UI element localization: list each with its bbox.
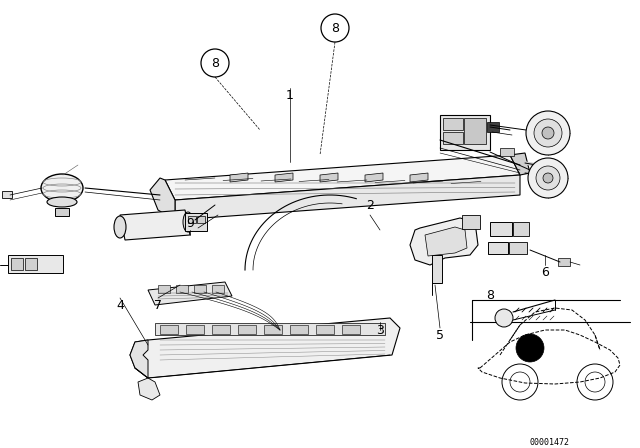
- Bar: [186, 325, 204, 334]
- Text: 2: 2: [366, 198, 374, 211]
- Polygon shape: [410, 218, 478, 265]
- Circle shape: [528, 158, 568, 198]
- Polygon shape: [320, 173, 338, 182]
- Bar: [509, 242, 527, 254]
- Bar: [264, 325, 282, 334]
- Bar: [185, 213, 207, 231]
- Polygon shape: [230, 173, 248, 182]
- Bar: [440, 115, 490, 150]
- Bar: [155, 323, 385, 335]
- Polygon shape: [130, 340, 148, 378]
- Ellipse shape: [114, 216, 126, 238]
- Bar: [487, 122, 499, 132]
- Bar: [2, 191, 12, 198]
- Polygon shape: [148, 282, 232, 305]
- Bar: [342, 325, 360, 334]
- Bar: [490, 222, 512, 236]
- Bar: [194, 285, 206, 293]
- Circle shape: [526, 111, 570, 155]
- Ellipse shape: [183, 212, 193, 232]
- Polygon shape: [175, 175, 520, 220]
- Text: 5: 5: [436, 328, 444, 341]
- Polygon shape: [130, 318, 400, 378]
- Bar: [488, 242, 508, 254]
- Circle shape: [516, 334, 544, 362]
- Bar: [290, 325, 308, 334]
- Text: 00001472: 00001472: [530, 438, 570, 447]
- Bar: [188, 216, 196, 223]
- Bar: [443, 118, 463, 130]
- Ellipse shape: [41, 174, 83, 202]
- Circle shape: [542, 127, 554, 139]
- Bar: [513, 222, 529, 236]
- Bar: [160, 325, 178, 334]
- Text: 1: 1: [286, 89, 294, 102]
- Ellipse shape: [47, 197, 77, 207]
- Circle shape: [495, 309, 513, 327]
- Bar: [197, 216, 205, 223]
- Polygon shape: [425, 227, 467, 256]
- Bar: [25, 258, 37, 270]
- Bar: [316, 325, 334, 334]
- Bar: [11, 258, 23, 270]
- Bar: [238, 325, 256, 334]
- Bar: [443, 132, 463, 144]
- Circle shape: [543, 173, 553, 183]
- Circle shape: [536, 166, 560, 190]
- Bar: [55, 208, 69, 216]
- Polygon shape: [150, 178, 175, 220]
- Bar: [158, 285, 170, 293]
- Bar: [212, 325, 230, 334]
- Text: 8: 8: [486, 289, 494, 302]
- Text: 8: 8: [331, 22, 339, 34]
- Bar: [432, 255, 442, 283]
- Bar: [464, 118, 486, 144]
- Polygon shape: [410, 173, 428, 182]
- Bar: [176, 285, 188, 293]
- Bar: [500, 148, 514, 156]
- Bar: [558, 258, 570, 266]
- Circle shape: [534, 119, 562, 147]
- Text: 4: 4: [116, 298, 124, 311]
- Polygon shape: [165, 155, 520, 200]
- Polygon shape: [275, 173, 293, 182]
- Text: 8: 8: [211, 56, 219, 69]
- Text: 9: 9: [186, 216, 194, 229]
- Text: 6: 6: [541, 266, 549, 279]
- Polygon shape: [365, 173, 383, 182]
- Text: 3: 3: [376, 323, 384, 336]
- Polygon shape: [138, 378, 160, 400]
- Text: 7: 7: [154, 298, 162, 311]
- Bar: [212, 285, 224, 293]
- Polygon shape: [510, 153, 530, 175]
- Bar: [8, 255, 63, 273]
- Polygon shape: [120, 210, 190, 240]
- Bar: [462, 215, 480, 229]
